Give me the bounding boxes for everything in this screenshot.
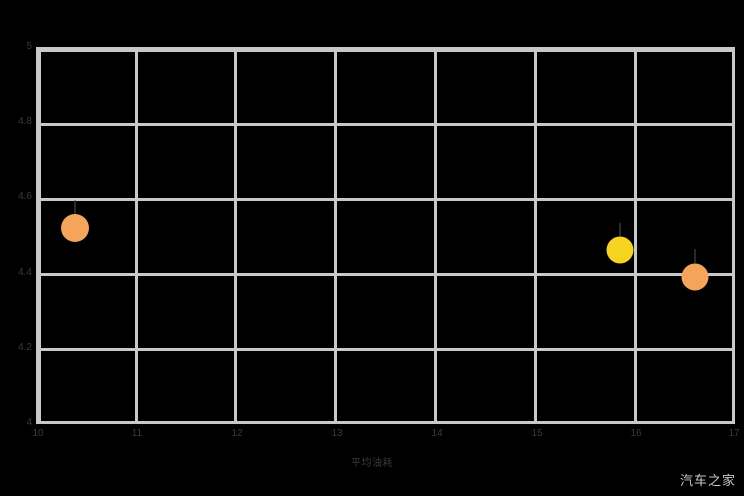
gridline-horizontal xyxy=(38,122,733,126)
x-tick-label: 12 xyxy=(231,428,243,439)
y-tick-label: 4.6 xyxy=(18,191,32,202)
x-tick-label: 17 xyxy=(728,428,740,439)
gridline-vertical xyxy=(134,49,138,422)
gridline-horizontal xyxy=(38,348,733,352)
watermark: 汽车之家 xyxy=(679,474,736,489)
gridline-vertical xyxy=(334,49,338,422)
gridline-vertical xyxy=(732,49,735,422)
y-tick-label: 4.4 xyxy=(18,267,32,278)
gridline-vertical xyxy=(434,49,438,422)
data-point[interactable] xyxy=(606,236,634,264)
gridline-horizontal xyxy=(38,197,733,201)
x-tick-label: 14 xyxy=(431,428,443,439)
y-tick-label: 5 xyxy=(26,41,32,52)
gridline-horizontal xyxy=(38,273,733,276)
data-point-connector xyxy=(619,222,621,237)
data-point-connector xyxy=(694,249,696,264)
x-tick-label: 13 xyxy=(331,428,343,439)
y-tick-label: 4.8 xyxy=(18,116,32,127)
plot-area xyxy=(36,47,735,424)
gridline-vertical xyxy=(234,49,238,422)
x-tick-label: 11 xyxy=(131,428,143,439)
gridline-vertical xyxy=(534,49,537,422)
data-point[interactable] xyxy=(60,214,89,243)
x-tick-label: 10 xyxy=(32,428,44,439)
y-tick-label: 4 xyxy=(26,417,32,428)
data-point-connector xyxy=(74,200,76,215)
y-tick-label: 4.2 xyxy=(18,342,32,353)
gridline-vertical xyxy=(633,49,637,422)
gridline-horizontal xyxy=(38,49,733,52)
data-point[interactable] xyxy=(681,263,709,291)
x-axis-title: 平均油耗 xyxy=(351,458,393,469)
gridline-vertical xyxy=(38,49,41,422)
x-tick-label: 16 xyxy=(630,428,642,439)
gridline-horizontal xyxy=(38,421,733,424)
x-tick-label: 15 xyxy=(531,428,543,439)
